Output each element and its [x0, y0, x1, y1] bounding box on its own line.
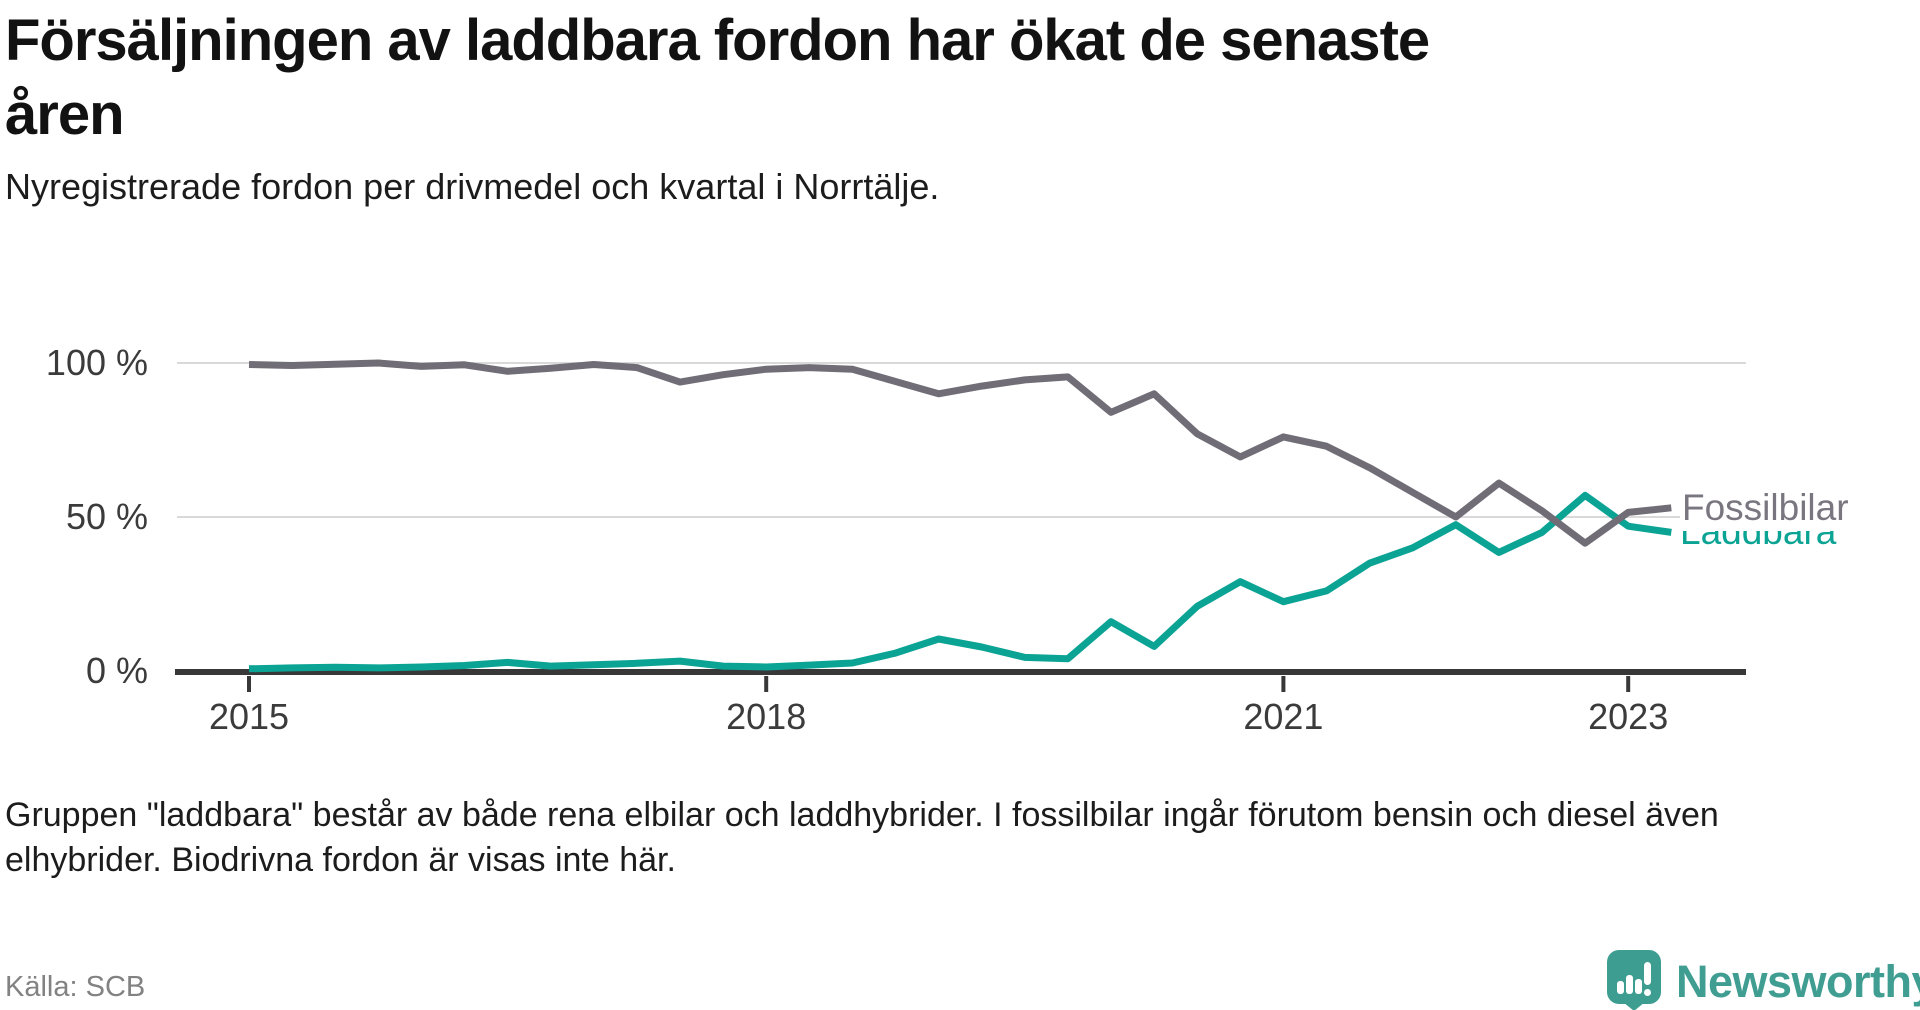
series-line-laddbara: [248, 491, 1672, 673]
title-line-1: Försäljningen av laddbara fordon har öka…: [5, 8, 1430, 73]
y-axis-label: 50 %: [65, 496, 148, 537]
newsworthy-wordmark: Newsworthy: [1676, 956, 1920, 1007]
y-axis-label: 100 %: [45, 342, 148, 383]
chart-subtitle: Nyregistrerade fordon per drivmedel och …: [5, 166, 940, 207]
x-axis-label: 2021: [1243, 696, 1324, 737]
newsworthy-logo-icon: [1607, 950, 1661, 1010]
footnote-line-2: elhybrider. Biodrivna fordon är visas in…: [5, 841, 676, 879]
series-label-fossilbilar: Fossilbilar: [1680, 486, 1855, 531]
x-axis-label: 2018: [726, 696, 807, 737]
x-axis-label: 2015: [208, 696, 290, 737]
page-title: Försäljningen av laddbara fordon har öka…: [5, 4, 1865, 152]
x-axis-label: 2023: [1588, 696, 1669, 737]
title-line-2: åren: [5, 82, 125, 147]
footnote: Gruppen "laddbara" består av både rena e…: [5, 793, 1845, 883]
y-axis-label: 0 %: [85, 650, 148, 691]
source-label: Källa: SCB: [5, 971, 146, 1003]
footnote-line-1: Gruppen "laddbara" består av både rena e…: [5, 796, 1719, 834]
series-line-fossilbilar: [248, 359, 1672, 547]
